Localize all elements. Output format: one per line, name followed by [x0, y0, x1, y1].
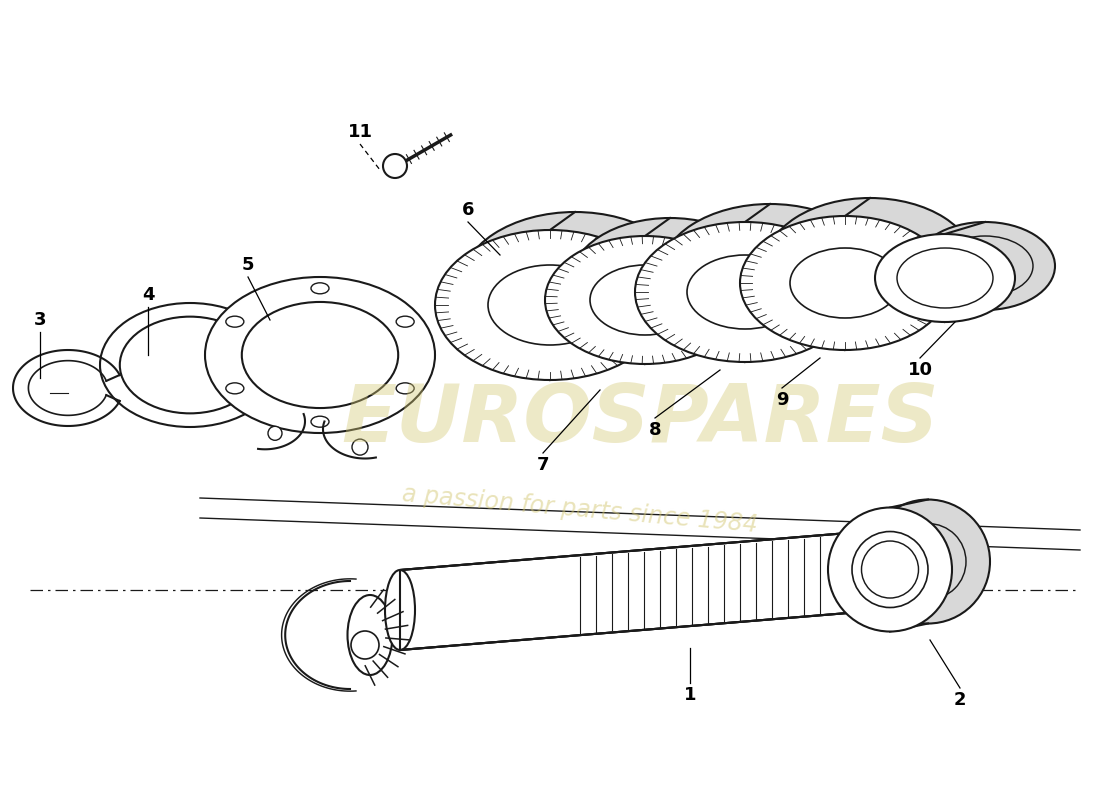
Text: 6: 6	[462, 201, 474, 219]
Ellipse shape	[937, 236, 1033, 296]
Ellipse shape	[460, 212, 690, 362]
Ellipse shape	[311, 283, 329, 294]
Ellipse shape	[590, 265, 700, 335]
Ellipse shape	[396, 316, 415, 327]
Circle shape	[352, 439, 368, 455]
Ellipse shape	[205, 277, 434, 433]
Text: 7: 7	[537, 456, 549, 474]
Ellipse shape	[226, 316, 244, 327]
Text: 9: 9	[776, 391, 789, 409]
Ellipse shape	[764, 198, 975, 332]
Ellipse shape	[311, 416, 329, 427]
Ellipse shape	[348, 595, 393, 675]
Ellipse shape	[828, 507, 952, 631]
Text: 5: 5	[242, 256, 254, 274]
Text: 3: 3	[34, 311, 46, 329]
Text: 10: 10	[908, 361, 933, 379]
Ellipse shape	[740, 216, 950, 350]
Ellipse shape	[861, 541, 918, 598]
Ellipse shape	[544, 236, 745, 364]
Ellipse shape	[790, 248, 900, 318]
Polygon shape	[400, 532, 860, 650]
Ellipse shape	[890, 523, 966, 599]
Ellipse shape	[874, 234, 1015, 322]
Ellipse shape	[488, 265, 612, 345]
Text: EUROSPARES: EUROSPARES	[341, 381, 938, 459]
Text: a passion for parts since 1984: a passion for parts since 1984	[402, 482, 759, 538]
Text: 1: 1	[684, 686, 696, 704]
Text: 11: 11	[348, 123, 373, 141]
Circle shape	[268, 426, 282, 440]
Text: 4: 4	[142, 286, 154, 304]
Ellipse shape	[915, 222, 1055, 310]
Ellipse shape	[570, 218, 770, 346]
Circle shape	[383, 154, 407, 178]
Ellipse shape	[688, 255, 803, 329]
Ellipse shape	[226, 383, 244, 394]
Ellipse shape	[615, 247, 725, 317]
Ellipse shape	[120, 317, 261, 414]
Text: 2: 2	[954, 691, 966, 709]
Ellipse shape	[660, 204, 880, 344]
Ellipse shape	[385, 570, 415, 650]
Ellipse shape	[513, 247, 637, 327]
Ellipse shape	[866, 499, 990, 623]
Text: 8: 8	[649, 421, 661, 439]
Ellipse shape	[635, 222, 855, 362]
Ellipse shape	[396, 383, 415, 394]
Ellipse shape	[434, 230, 666, 380]
Ellipse shape	[852, 531, 928, 607]
Ellipse shape	[712, 237, 828, 311]
Ellipse shape	[242, 302, 398, 408]
Ellipse shape	[100, 303, 280, 427]
Circle shape	[351, 631, 380, 659]
Ellipse shape	[896, 248, 993, 308]
Ellipse shape	[815, 230, 925, 300]
